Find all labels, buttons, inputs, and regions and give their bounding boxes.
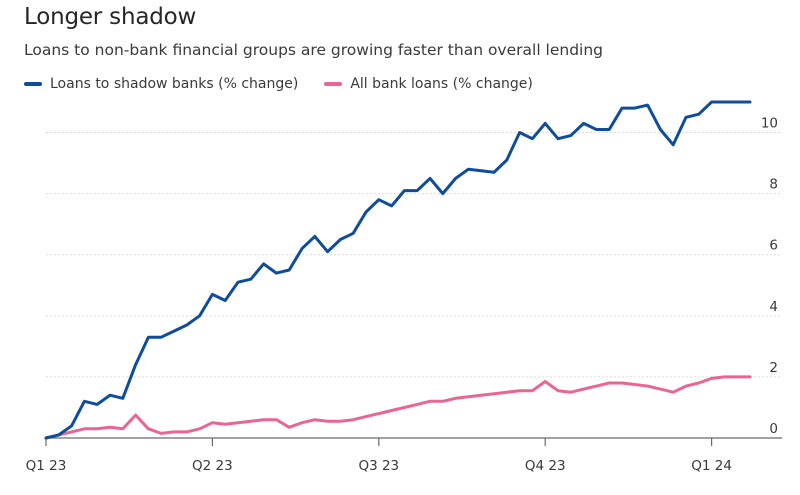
legend-label-all-bank-loans: All bank loans (% change) <box>350 76 533 92</box>
y-tick-label: 8 <box>769 177 778 193</box>
x-tick-label: Q1 24 <box>691 458 732 474</box>
series-line-all-bank-loans <box>44 375 752 440</box>
legend-item-all-bank-loans: All bank loans (% change) <box>324 76 533 92</box>
y-tick-label: 0 <box>769 421 778 437</box>
legend-swatch-shadow-banks <box>24 82 42 86</box>
series-line-shadow-banks <box>44 100 752 440</box>
chart-title: Longer shadow <box>24 4 197 30</box>
y-tick-label: 10 <box>761 116 778 132</box>
x-tick-label: Q1 23 <box>26 458 67 474</box>
y-tick-label: 6 <box>769 238 778 254</box>
y-tick-label: 2 <box>769 360 778 376</box>
legend-swatch-all-bank-loans <box>324 82 343 86</box>
x-tick-label: Q3 23 <box>358 458 399 474</box>
legend-item-shadow-banks: Loans to shadow banks (% change) <box>24 76 298 92</box>
y-tick-label: 4 <box>769 299 778 315</box>
legend-label-shadow-banks: Loans to shadow banks (% change) <box>50 76 299 92</box>
chart-subtitle: Loans to non-bank financial groups are g… <box>24 41 604 59</box>
x-tick-label: Q4 23 <box>525 458 566 474</box>
legend: Loans to shadow banks (% change) All ban… <box>24 76 559 92</box>
x-tick-label: Q2 23 <box>192 458 233 474</box>
